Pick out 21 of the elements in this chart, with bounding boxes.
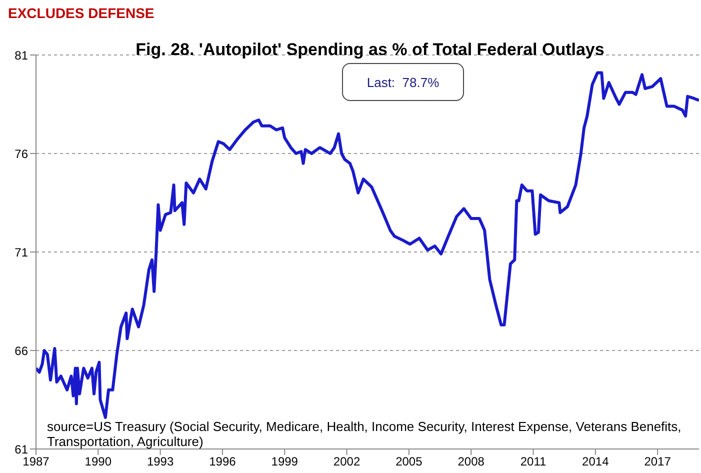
y-tick-label: 66 bbox=[14, 344, 28, 358]
y-tick-label: 71 bbox=[14, 245, 28, 260]
chart-subtitle: EXCLUDES DEFENSE bbox=[8, 5, 154, 21]
x-tick-label: 1993 bbox=[146, 454, 174, 469]
x-tick-label: 1996 bbox=[209, 454, 236, 469]
x-tick-label: 1999 bbox=[271, 454, 298, 469]
x-tick-label: 1987 bbox=[22, 454, 50, 469]
x-tick-label: 2011 bbox=[520, 454, 546, 469]
y-tick-label: 76 bbox=[14, 146, 28, 161]
x-tick-label: 2014 bbox=[582, 454, 610, 469]
x-tick-label: 2002 bbox=[333, 454, 360, 469]
chart-title: Fig. 28. 'Autopilot' Spending as % of Total Federal Outlays bbox=[134, 40, 606, 60]
x-tick-label: 2005 bbox=[396, 454, 423, 469]
y-tick-label: 81 bbox=[14, 48, 28, 62]
x-tick-label: 2008 bbox=[458, 454, 485, 469]
annotation: source=US Treasury (Social Security, Medicare, Health, Income Security, Interest Expense, Veterans Benefits, Transportation, Agriculture) bbox=[47, 419, 682, 449]
y-tick-label: 61 bbox=[14, 442, 28, 456]
x-tick-label: 2017 bbox=[644, 454, 672, 469]
annotation: Last: 78.7% bbox=[342, 63, 464, 101]
line-series bbox=[36, 71, 699, 419]
x-tick-label: 1990 bbox=[84, 454, 112, 469]
